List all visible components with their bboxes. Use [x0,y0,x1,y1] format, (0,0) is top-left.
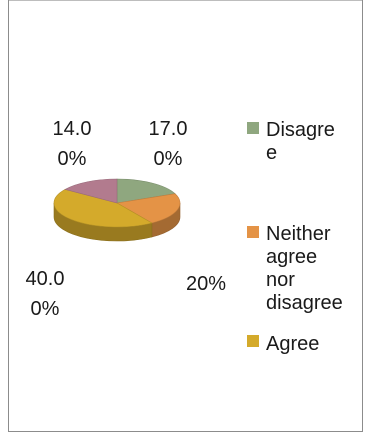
legend-label: Neither agree nor disagree [266,223,343,314]
pie-slice [116,178,176,204]
data-labels: 17.0 0% 20% 40.0 0% 14.0 0% [26,118,227,320]
legend-label: Agree [266,333,319,355]
pie-slice [53,189,153,228]
legend-marker [247,226,259,238]
chart-frame-top-border [8,0,363,1]
legend-label: Disagre e [266,119,335,164]
pie-slice [116,193,181,224]
pie-top-layer [53,178,181,228]
legend-marker [247,335,259,347]
data-label: 40.0 0% [26,268,65,320]
data-label: 14.0 0% [53,118,92,170]
data-label: 17.0 0% [149,118,188,170]
data-label: 20% [186,273,226,295]
chart-frame [8,0,363,432]
legend-marker [247,122,259,134]
pie-slice [64,178,118,204]
legend: Disagre e Neither agree nor disagree Agree [247,119,343,355]
